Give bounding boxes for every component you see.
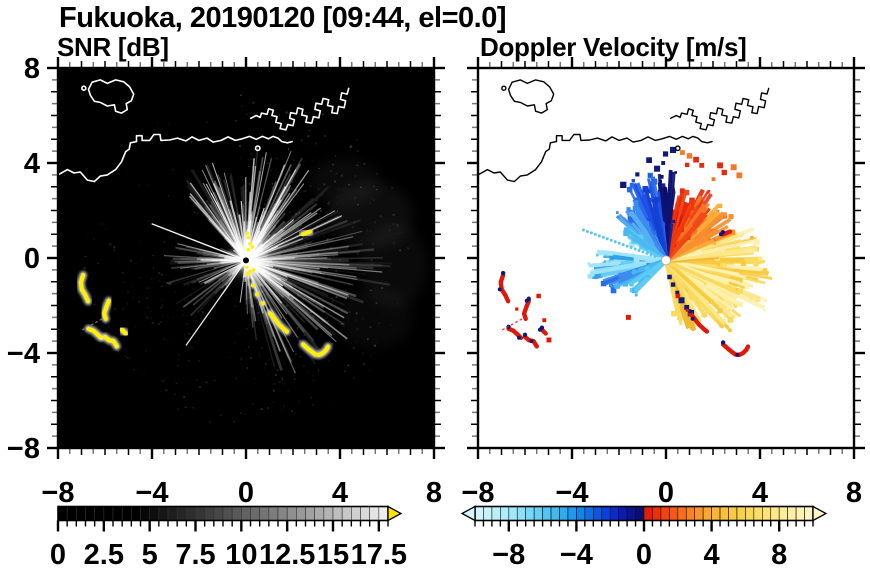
y-tick-label: 8	[24, 53, 40, 85]
x-tick-label: 4	[752, 477, 768, 509]
snr-colorbar-tick-label: 17.5	[351, 539, 407, 570]
x-tick-label: 8	[426, 477, 442, 509]
doppler-scan-area	[478, 68, 854, 448]
x-tick-label: 8	[846, 477, 862, 509]
doppler-colorbar-tick-label: 8	[771, 539, 787, 570]
x-tick-label: −8	[41, 477, 74, 509]
doppler-colorbar-tick-label: −4	[560, 539, 593, 570]
x-tick-label: 0	[658, 477, 674, 509]
x-tick-label: −4	[555, 477, 588, 509]
y-tick-label: 4	[24, 148, 40, 180]
doppler-panel-title: Doppler Velocity [m/s]	[480, 32, 746, 62]
snr-colorbar: 0 2.5 5 7.5 10 12.5 15 17.5	[50, 505, 407, 570]
snr-colorbar-tick-label: 7.5	[175, 539, 215, 570]
doppler-colorbar-tick-label: −8	[492, 539, 525, 570]
doppler-colorbar: −8 −4 0 4 8	[460, 505, 828, 570]
x-tick-label: −4	[135, 477, 168, 509]
snr-colorbar-tick-label: 2.5	[84, 539, 124, 570]
x-tick-label: 4	[332, 477, 348, 509]
snr-colorbar-tick-label: 5	[142, 539, 158, 570]
doppler-axes: −8 −4 0 4 8	[461, 57, 865, 509]
figure-title: Fukuoka, 20190120 [09:44, el=0.0]	[59, 2, 506, 34]
x-tick-label: −8	[461, 477, 494, 509]
snr-colorbar-tick-label: 0	[50, 539, 66, 570]
snr-colorbar-tick-label: 15	[317, 539, 349, 570]
y-tick-label: −4	[7, 338, 40, 370]
x-tick-label: 0	[238, 477, 254, 509]
snr-colorbar-tick-label: 12.5	[259, 539, 315, 570]
doppler-colorbar-tick-label: 4	[704, 539, 720, 570]
y-tick-label: 0	[24, 243, 40, 275]
snr-panel-title: SNR [dB]	[57, 32, 169, 62]
doppler-colorbar-tick-label: 0	[636, 539, 652, 570]
snr-axes: −8 −4 0 4 8 8 4 0 −4 −8	[7, 53, 445, 509]
snr-scan-area	[58, 68, 434, 448]
snr-colorbar-tick-label: 10	[225, 539, 257, 570]
y-tick-label: −8	[7, 433, 40, 465]
